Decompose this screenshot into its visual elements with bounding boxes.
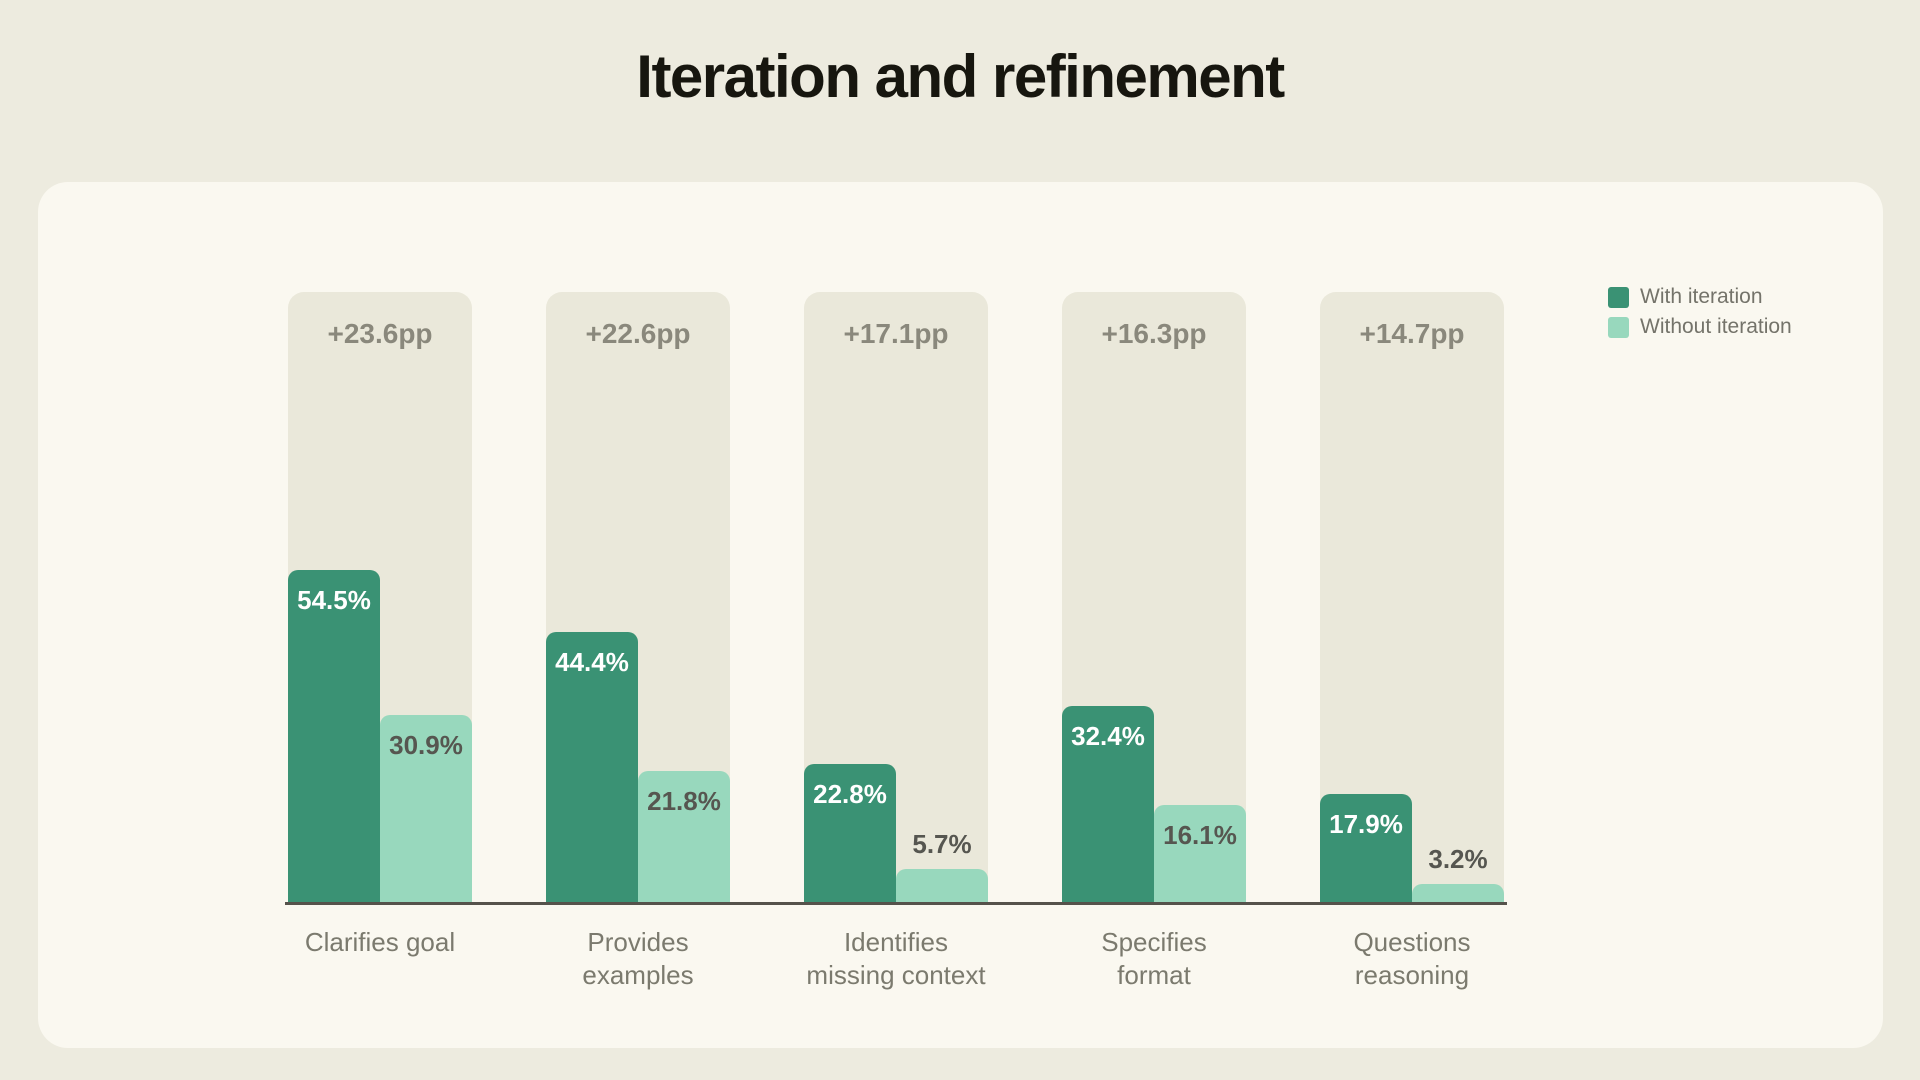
bar-group: +22.6pp 44.4% 21.8% Provides examples: [546, 292, 730, 990]
bar-without-iteration: 21.8%: [638, 771, 730, 904]
bar-value-label: 21.8%: [647, 786, 721, 816]
category-label: Questions reasoning: [1353, 927, 1471, 990]
bar-without-iteration: 30.9%: [380, 715, 472, 904]
legend-label: With iteration: [1640, 285, 1763, 308]
x-axis-line: [285, 902, 1507, 905]
delta-label: +23.6pp: [327, 318, 433, 349]
bar-without-iteration: 3.2%: [1412, 844, 1504, 904]
bar-group: +14.7pp 17.9% 3.2% Questions reasoning: [1320, 292, 1504, 990]
bar-value-label: 3.2%: [1428, 844, 1488, 874]
chart-card: +23.6pp 54.5% 30.9% Clarifies goal +22.6pp 44…: [38, 182, 1883, 1048]
legend-item-without-iteration: Without iteration: [1608, 316, 1792, 338]
bar-value-label: 16.1%: [1163, 820, 1237, 850]
bar-value-label: 32.4%: [1071, 721, 1145, 751]
bar-group: +23.6pp 54.5% 30.9% Clarifies goal: [288, 292, 472, 957]
bar-without-iteration: 16.1%: [1154, 805, 1246, 904]
bar-value-label: 44.4%: [555, 647, 629, 677]
category-label: Clarifies goal: [304, 927, 456, 957]
bar-value-label: 5.7%: [912, 829, 972, 859]
bar-value-label: 54.5%: [297, 585, 371, 615]
bar-with-iteration: 32.4%: [1062, 706, 1154, 904]
category-label: Identifies missing context: [806, 927, 986, 990]
bar-group: +16.3pp 32.4% 16.1% Specifies format: [1062, 292, 1246, 990]
legend-item-with-iteration: With iteration: [1608, 286, 1792, 308]
category-label: Specifies format: [1101, 927, 1207, 990]
legend: With iteration Without iteration: [1608, 286, 1792, 338]
bar-value-label: 17.9%: [1329, 809, 1403, 839]
bar-without-iteration: 5.7%: [896, 829, 988, 904]
without-iteration-swatch: [1608, 316, 1629, 338]
bar-value-label: 30.9%: [389, 730, 463, 760]
legend-label: Without iteration: [1640, 315, 1792, 338]
bar-with-iteration: 44.4%: [546, 632, 638, 904]
delta-label: +16.3pp: [1101, 318, 1207, 349]
bar-with-iteration: 17.9%: [1320, 794, 1412, 904]
bar-value-label: 22.8%: [813, 779, 887, 809]
delta-label: +22.6pp: [585, 318, 691, 349]
bar-group: +17.1pp 22.8% 5.7% Identifies missing conte…: [804, 292, 988, 990]
delta-label: +17.1pp: [843, 318, 949, 349]
category-label: Provides examples: [582, 927, 694, 990]
chart-title: Iteration and refinement: [636, 43, 1285, 110]
delta-label: +14.7pp: [1359, 318, 1465, 349]
bar-with-iteration: 54.5%: [288, 570, 380, 904]
with-iteration-swatch: [1608, 286, 1629, 308]
bar-with-iteration: 22.8%: [804, 764, 896, 904]
